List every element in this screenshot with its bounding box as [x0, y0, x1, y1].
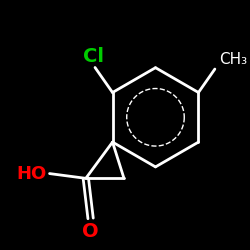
Text: Cl: Cl — [82, 46, 103, 66]
Text: O: O — [82, 222, 99, 241]
Text: HO: HO — [16, 164, 47, 182]
Text: CH₃: CH₃ — [219, 52, 247, 67]
